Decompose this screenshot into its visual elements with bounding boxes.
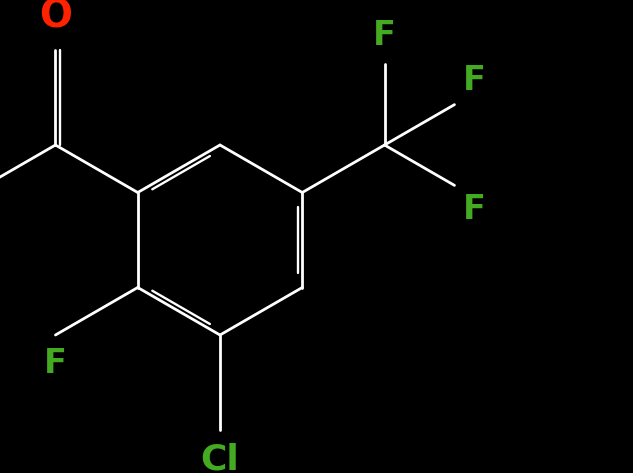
Text: F: F	[463, 193, 486, 227]
Text: O: O	[39, 0, 72, 36]
Text: F: F	[463, 64, 486, 96]
Text: Cl: Cl	[201, 442, 239, 473]
Text: F: F	[44, 347, 67, 380]
Text: F: F	[373, 19, 396, 52]
